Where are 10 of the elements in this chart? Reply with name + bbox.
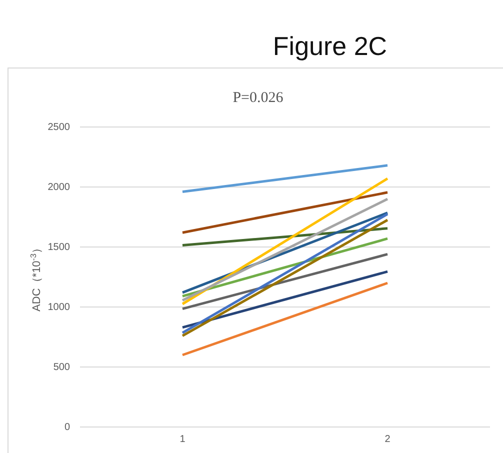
y-tick-label: 1500 <box>48 242 70 254</box>
chart-subtitle: P=0.026 <box>232 90 284 106</box>
x-tick-label: 2 <box>384 434 391 446</box>
chart-title: Figure 2C <box>272 31 388 61</box>
x-tick-label: 1 <box>180 434 186 446</box>
y-tick-label: 2500 <box>48 122 70 134</box>
y-tick-label: 2000 <box>48 182 70 194</box>
y-tick-label: 0 <box>64 422 70 434</box>
y-tick-label: 1000 <box>48 302 70 314</box>
y-tick-label: 500 <box>53 362 70 374</box>
